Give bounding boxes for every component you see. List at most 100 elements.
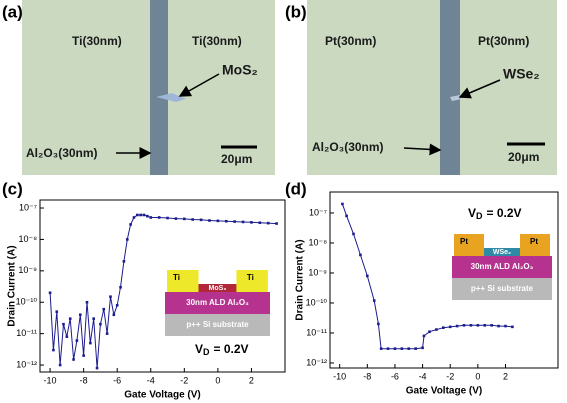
data-point [372, 299, 376, 302]
data-point [85, 300, 89, 304]
data-point [224, 219, 228, 223]
x-tick-label: -4 [419, 371, 427, 381]
x-tick-label: 0 [215, 375, 220, 385]
arrow [403, 143, 442, 156]
data-point [89, 341, 92, 345]
x-tick-label: -10 [44, 375, 57, 385]
substrate-layer [165, 314, 270, 336]
x-tick-label: -4 [147, 375, 155, 385]
data-point [105, 332, 109, 335]
arrow [178, 73, 220, 97]
y-tick-label: 10⁻⁷ [19, 202, 37, 212]
data-line [341, 203, 513, 350]
data-point [102, 307, 106, 311]
data-point [275, 222, 278, 225]
y-tick-label: 10⁻¹⁰ [306, 297, 328, 307]
data-point [462, 324, 466, 327]
data-point [428, 330, 431, 334]
data-point [483, 324, 487, 327]
layer-label: Pt [530, 237, 538, 246]
data-point [157, 216, 161, 219]
data-point [146, 214, 149, 218]
x-tick-label: 2 [503, 371, 508, 381]
annotation-subscript: D [203, 347, 210, 357]
data-point [68, 317, 72, 320]
data-point [497, 324, 500, 328]
data-point [258, 221, 262, 225]
data-point [129, 223, 132, 226]
layer-label: MoS₂ [209, 285, 227, 292]
layer-label: Ti [173, 273, 180, 282]
layer-label: Pt [460, 237, 468, 246]
flake-strip [440, 0, 460, 175]
electrode-label: Ti(30nm) [72, 34, 122, 48]
panel-label: (a) [2, 2, 23, 21]
data-point [95, 366, 99, 370]
electrode-label: Ti(30nm) [192, 34, 242, 48]
data-point [75, 339, 79, 342]
data-point [62, 322, 65, 326]
y-tick-label: 10⁻⁷ [309, 207, 327, 217]
contact-right [236, 270, 268, 292]
annotation-symbol: V [195, 342, 203, 356]
y-tick-label: 10⁻¹² [306, 357, 327, 367]
data-point [421, 346, 424, 350]
data-point [393, 347, 397, 350]
data-point [58, 363, 62, 367]
data-point [65, 335, 69, 338]
data-point [407, 347, 411, 350]
x-tick-label: -6 [391, 371, 399, 381]
y-axis-label: Drain Current (A) [295, 239, 306, 320]
data-point [414, 347, 417, 350]
data-point [125, 238, 129, 241]
oxide-label: Al₂O₃(30nm) [26, 146, 98, 160]
data-point [55, 310, 59, 313]
data-point [266, 221, 270, 225]
data-point [142, 213, 146, 217]
data-point [139, 213, 142, 217]
panel-label: (b) [285, 2, 307, 21]
layer-label: p++ Si substrate [471, 284, 534, 293]
electrode-label: Pt(30nm) [325, 34, 376, 48]
data-point [377, 322, 380, 326]
data-point [122, 260, 126, 263]
layer-label: 30nm ALD Al₂O₃ [186, 298, 249, 307]
data-point [136, 213, 139, 217]
data-point [119, 285, 122, 289]
annotation-text: = 0.2V [487, 206, 522, 220]
x-tick-label: -8 [80, 375, 88, 385]
data-point [442, 326, 445, 329]
oxide-layer [452, 256, 552, 278]
data-point [422, 334, 426, 338]
layer-label: 30nm ALD Al₂O₃ [471, 262, 534, 271]
data-point [174, 217, 178, 220]
x-tick-label: 0 [475, 371, 480, 381]
panel-label: (c) [2, 179, 23, 198]
data-point [352, 232, 355, 236]
data-point [250, 221, 253, 224]
data-point [52, 348, 55, 352]
y-tick-label: 10⁻¹¹ [306, 327, 327, 337]
oxide-label: Al₂O₃(30nm) [312, 140, 384, 154]
data-point [455, 324, 459, 328]
flake-strip [150, 0, 168, 175]
data-point [241, 220, 245, 224]
data-point [400, 347, 404, 350]
contact-left [167, 270, 199, 292]
layer-label: Ti [247, 273, 254, 282]
layer-label: WSe₂ [493, 249, 511, 256]
channel-layer [474, 248, 530, 256]
data-point [92, 317, 95, 320]
x-axis-label: Gate Voltage (V) [406, 386, 483, 397]
data-point [166, 216, 169, 220]
substrate-layer [452, 278, 552, 300]
data-point [216, 219, 220, 223]
panel-label: (d) [285, 179, 307, 198]
scale-label: 20μm [221, 152, 252, 166]
y-tick-label: 10⁻⁹ [18, 265, 37, 275]
flake-label: MoS₂ [222, 62, 258, 78]
data-point [115, 303, 119, 307]
data-point [48, 291, 52, 295]
data-point [199, 218, 203, 222]
